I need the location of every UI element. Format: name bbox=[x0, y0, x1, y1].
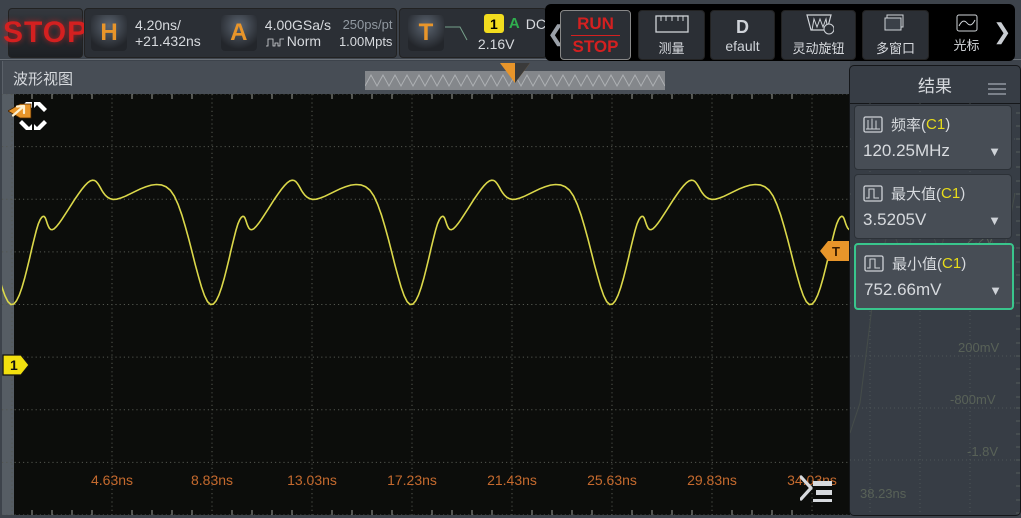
svg-text:200mV: 200mV bbox=[958, 340, 1000, 355]
svg-text:38.23ns: 38.23ns bbox=[860, 486, 907, 501]
svg-text:1: 1 bbox=[10, 357, 18, 373]
svg-text:-800mV: -800mV bbox=[950, 392, 996, 407]
svg-text:-1.8V: -1.8V bbox=[967, 444, 998, 459]
svg-text:T: T bbox=[832, 244, 840, 259]
